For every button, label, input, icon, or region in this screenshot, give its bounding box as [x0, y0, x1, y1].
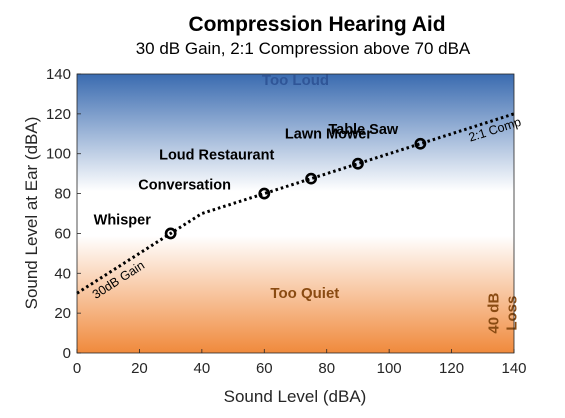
data-point-label: Lawn Mower	[285, 127, 372, 143]
x-tick-label: 120	[439, 360, 464, 377]
data-point-marker	[258, 187, 271, 200]
x-axis-label: Sound Level (dBA)	[224, 387, 367, 406]
region-label-vertical: 40 dB Loss	[485, 293, 520, 334]
region-label: Too Loud	[262, 72, 329, 89]
x-tick-label: 0	[73, 360, 81, 377]
x-tick-label: 60	[256, 360, 273, 377]
chart-title: Compression Hearing Aid	[188, 13, 445, 36]
region-label-line: 40 dB	[485, 293, 502, 334]
y-tick-label: 20	[54, 305, 71, 322]
x-tick-label: 100	[377, 360, 402, 377]
data-point-marker	[305, 172, 318, 185]
data-point-label: Loud Restaurant	[159, 148, 274, 164]
region-label: Too Quiet	[270, 285, 339, 302]
y-tick-label: 40	[54, 265, 71, 282]
y-tick-label: 80	[54, 186, 71, 203]
y-tick-label: 0	[63, 345, 71, 362]
x-tick-label: 80	[318, 360, 335, 377]
data-point-label: Conversation	[138, 178, 231, 194]
y-axis-label: Sound Level at Ear (dBA)	[22, 117, 41, 310]
data-point-label: Whisper	[94, 212, 152, 228]
x-tick-label: 40	[194, 360, 211, 377]
points-layer	[164, 137, 427, 240]
chart-subtitle: 30 dB Gain, 2:1 Compression above 70 dBA	[136, 39, 471, 58]
point-labels: Whisper Conversation Loud Restaurant Lawn M…	[94, 122, 399, 229]
region-labels: Too Loud Too Quiet 40 dB Loss	[262, 72, 520, 334]
y-tick-label: 60	[54, 225, 71, 242]
data-point-marker	[164, 227, 177, 240]
y-tick-label: 100	[46, 146, 71, 163]
x-axis: 0 20 40 60 80 100 120 140	[73, 349, 527, 377]
y-tick-label: 140	[46, 66, 71, 83]
plot-frame	[76, 73, 515, 354]
data-point-marker	[352, 157, 364, 170]
data-point-label: Table Saw	[328, 122, 399, 138]
plot-background	[77, 74, 514, 353]
y-axis: 0 20 40 60 80 100 120 140	[46, 66, 81, 362]
x-tick-label: 140	[501, 360, 526, 377]
x-tick-label: 20	[131, 360, 148, 377]
region-label-line: Loss	[503, 296, 520, 331]
y-tick-label: 120	[46, 106, 71, 123]
data-point-marker	[414, 137, 427, 150]
